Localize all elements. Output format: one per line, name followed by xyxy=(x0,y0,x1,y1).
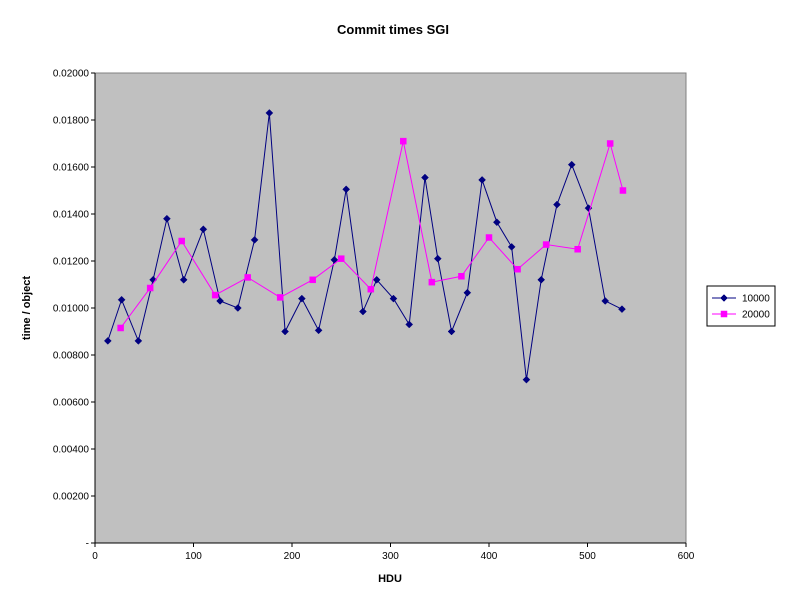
series-line-10000 xyxy=(107,112,623,380)
data-point-20000 xyxy=(606,140,614,147)
data-point-10000 xyxy=(522,375,531,384)
data-point-10000 xyxy=(199,225,208,234)
data-point-10000 xyxy=(405,320,414,329)
x-tick-label: 100 xyxy=(185,551,202,562)
data-point-10000 xyxy=(250,235,259,244)
data-point-10000 xyxy=(553,200,561,209)
x-tick-label: 600 xyxy=(678,551,695,562)
data-point-20000 xyxy=(367,285,375,293)
data-point-10000 xyxy=(618,305,626,314)
data-point-10000 xyxy=(601,297,610,305)
data-point-20000 xyxy=(514,265,521,273)
axes xyxy=(91,72,687,547)
data-point-10000 xyxy=(179,275,188,284)
y-tick-label: 0.02000 xyxy=(53,69,90,80)
data-point-20000 xyxy=(276,294,284,301)
x-tick-label: 0 xyxy=(92,551,98,562)
series-group xyxy=(103,109,627,384)
data-point-10000 xyxy=(342,185,351,194)
legend: 10000 20000 xyxy=(706,285,776,327)
data-point-10000 xyxy=(134,337,143,345)
data-point-20000 xyxy=(485,234,493,241)
data-point-10000 xyxy=(507,243,516,251)
x-axis-label: HDU xyxy=(378,573,402,585)
legend-marker-10000 xyxy=(720,294,728,302)
y-tick-label: 0.00200 xyxy=(53,492,90,503)
data-point-20000 xyxy=(338,255,345,262)
data-point-10000 xyxy=(537,275,546,284)
y-tick-label: 0.01600 xyxy=(53,163,90,174)
data-point-20000 xyxy=(146,284,154,292)
data-point-20000 xyxy=(400,137,407,145)
data-point-20000 xyxy=(619,187,627,194)
data-point-10000 xyxy=(359,307,367,316)
data-point-10000 xyxy=(389,294,398,303)
y-tick-label: 0.01400 xyxy=(53,210,90,221)
x-tick-label: 400 xyxy=(481,551,498,562)
data-point-20000 xyxy=(178,237,185,245)
series-line-20000 xyxy=(120,141,624,329)
data-point-10000 xyxy=(163,214,171,223)
x-tick-label: 200 xyxy=(284,551,301,562)
series-20000 xyxy=(117,137,627,332)
data-point-10000 xyxy=(297,294,306,303)
y-tick-label: 0.01000 xyxy=(53,304,90,315)
data-point-10000 xyxy=(216,297,224,305)
y-tick-label: 0.00800 xyxy=(53,351,90,362)
data-point-10000 xyxy=(567,160,576,169)
data-point-20000 xyxy=(428,278,436,286)
data-point-10000 xyxy=(314,326,323,335)
data-point-10000 xyxy=(433,254,442,263)
y-axis-label: time / object xyxy=(21,276,33,341)
y-tick-label: - xyxy=(86,539,89,550)
data-point-20000 xyxy=(542,241,550,248)
x-tick-label: 500 xyxy=(579,551,596,562)
data-point-10000 xyxy=(372,275,381,284)
y-tick-label: 0.00600 xyxy=(53,398,90,409)
y-tick-label: 0.00400 xyxy=(53,445,90,456)
legend-label-20000: 20000 xyxy=(742,310,770,321)
plot-area xyxy=(94,72,687,544)
data-point-20000 xyxy=(458,273,465,280)
data-point-20000 xyxy=(211,291,219,299)
x-tick-label: 300 xyxy=(382,551,399,562)
data-point-20000 xyxy=(309,276,316,284)
y-tick-label: 0.01800 xyxy=(53,116,90,127)
data-point-20000 xyxy=(574,246,581,253)
data-point-10000 xyxy=(493,218,501,227)
data-point-10000 xyxy=(233,304,242,312)
data-point-10000 xyxy=(463,288,472,297)
data-point-10000 xyxy=(265,109,274,117)
tick-labels: - 0.00200 0.00400 0.00600 0.00800 0.01000 0.01… xyxy=(53,69,695,563)
data-point-20000 xyxy=(117,324,124,332)
data-point-10000 xyxy=(281,327,289,336)
series-10000 xyxy=(103,109,626,384)
data-point-10000 xyxy=(478,176,486,184)
data-point-20000 xyxy=(244,274,251,281)
data-point-10000 xyxy=(421,173,429,182)
legend-marker-20000 xyxy=(720,310,728,318)
data-point-10000 xyxy=(117,295,126,304)
data-point-10000 xyxy=(447,327,456,336)
legend-label-10000: 10000 xyxy=(742,294,770,305)
legend-box xyxy=(706,285,776,327)
y-tick-label: 0.01200 xyxy=(53,257,90,268)
data-point-10000 xyxy=(103,337,112,345)
chart-title: Commit times SGI xyxy=(337,22,449,37)
